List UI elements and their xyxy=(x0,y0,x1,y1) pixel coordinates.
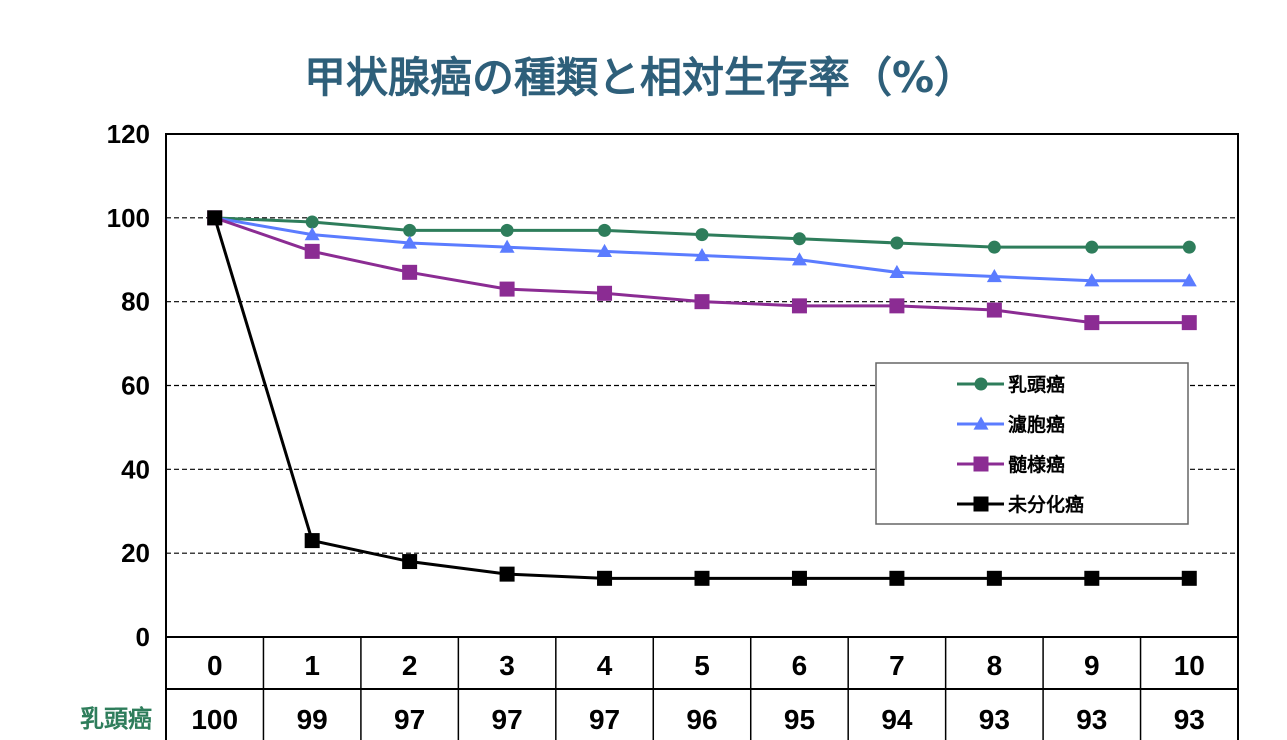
data-point-3 xyxy=(986,302,1002,318)
x-tick-label: 3 xyxy=(499,650,515,681)
data-point-1 xyxy=(598,223,612,237)
table-cell: 97 xyxy=(492,704,523,735)
y-tick-label: 40 xyxy=(121,454,150,484)
data-point-4 xyxy=(889,570,905,586)
table-cell: 97 xyxy=(589,704,620,735)
data-point-3 xyxy=(597,285,613,301)
y-tick-label: 100 xyxy=(107,203,150,233)
data-point-2 xyxy=(304,227,320,241)
data-point-1 xyxy=(1182,240,1196,254)
data-point-2 xyxy=(1084,273,1100,287)
data-point-3 xyxy=(402,264,418,280)
data-point-2 xyxy=(402,235,418,249)
data-point-4 xyxy=(1181,570,1197,586)
data-point-3 xyxy=(694,294,710,310)
data-point-2 xyxy=(791,252,807,266)
data-point-3 xyxy=(1181,315,1197,331)
y-tick-label: 0 xyxy=(136,622,150,652)
y-tick-label: 60 xyxy=(121,371,150,401)
legend-box xyxy=(875,362,1189,525)
x-tick-label: 2 xyxy=(402,650,418,681)
x-tick-label: 0 xyxy=(207,650,223,681)
table-cell: 93 xyxy=(1076,704,1107,735)
table-cell: 97 xyxy=(394,704,425,735)
data-point-4 xyxy=(207,210,223,226)
table-row-label: 乳頭癌 xyxy=(80,705,152,733)
x-tick-label: 8 xyxy=(987,650,1003,681)
legend-label: 未分化癌 xyxy=(1007,493,1084,516)
table-cell: 99 xyxy=(297,704,328,735)
data-point-4 xyxy=(986,570,1002,586)
y-tick-label: 20 xyxy=(121,538,150,568)
data-point-3 xyxy=(1084,315,1100,331)
legend-label: 乳頭癌 xyxy=(1008,373,1065,396)
legend-label: 濾胞癌 xyxy=(1008,413,1065,436)
chart-title: 甲状腺癌の種類と相対生存率（%） xyxy=(304,53,976,102)
table-cell: 95 xyxy=(784,704,815,735)
table-cell: 100 xyxy=(191,704,238,735)
data-point-2 xyxy=(597,243,613,257)
x-tick-label: 1 xyxy=(304,650,320,681)
table-cell: 93 xyxy=(1174,704,1205,735)
data-point-2 xyxy=(499,239,515,253)
legend-marker xyxy=(973,496,989,512)
data-point-3 xyxy=(791,298,807,314)
data-point-2 xyxy=(1181,273,1197,287)
data-point-4 xyxy=(1084,570,1100,586)
data-point-4 xyxy=(499,566,515,582)
data-point-1 xyxy=(890,236,904,250)
y-tick-label: 80 xyxy=(121,287,150,317)
data-point-1 xyxy=(1085,240,1099,254)
x-tick-label: 10 xyxy=(1174,650,1205,681)
data-point-4 xyxy=(304,533,320,549)
table-cell: 94 xyxy=(881,704,913,735)
data-point-2 xyxy=(694,248,710,262)
legend-label: 髄様癌 xyxy=(1008,453,1065,476)
legend-marker xyxy=(974,377,988,391)
x-tick-label: 7 xyxy=(889,650,905,681)
data-point-4 xyxy=(597,570,613,586)
x-tick-label: 9 xyxy=(1084,650,1100,681)
data-point-2 xyxy=(889,264,905,278)
y-tick-label: 120 xyxy=(107,119,150,149)
data-point-4 xyxy=(791,570,807,586)
x-tick-label: 5 xyxy=(694,650,710,681)
data-point-1 xyxy=(305,215,319,229)
data-point-4 xyxy=(694,570,710,586)
data-point-1 xyxy=(987,240,1001,254)
x-tick-label: 6 xyxy=(792,650,808,681)
data-point-1 xyxy=(792,232,806,246)
data-point-2 xyxy=(986,269,1002,283)
data-point-3 xyxy=(304,243,320,259)
data-point-4 xyxy=(402,554,418,570)
data-point-1 xyxy=(695,228,709,242)
data-point-3 xyxy=(889,298,905,314)
table-cell: 93 xyxy=(979,704,1010,735)
data-point-1 xyxy=(500,223,514,237)
legend-marker xyxy=(973,416,989,430)
data-point-1 xyxy=(403,223,417,237)
data-point-3 xyxy=(499,281,515,297)
data-table: 0 1 2 3 4 5 6 7 8 9 10 乳頭癌 100 99 97 97 97 96 95 94 93 93 93 xyxy=(80,637,1239,740)
x-tick-label: 4 xyxy=(597,650,613,681)
legend-marker xyxy=(973,456,989,472)
table-cell: 96 xyxy=(686,704,717,735)
